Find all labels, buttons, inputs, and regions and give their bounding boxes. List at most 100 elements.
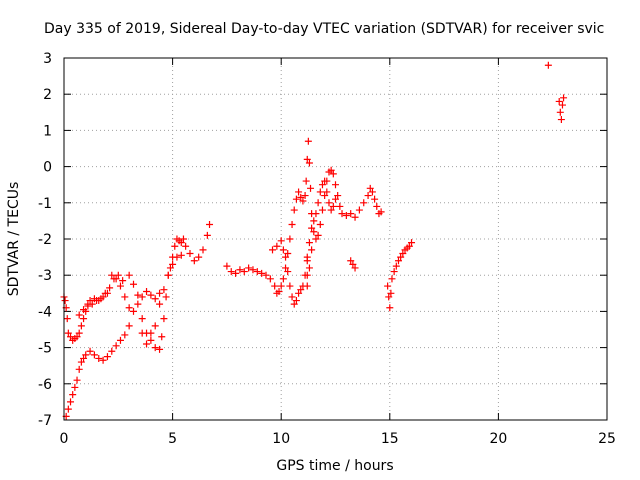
data-point: [303, 253, 311, 261]
data-point: [308, 224, 316, 232]
data-point: [190, 257, 198, 265]
data-point: [282, 253, 290, 261]
data-point: [297, 193, 305, 201]
data-point: [151, 322, 159, 330]
y-tick-label: -7: [38, 413, 52, 429]
data-point: [318, 206, 326, 214]
data-point: [392, 262, 400, 270]
data-point: [195, 253, 203, 261]
data-point: [277, 282, 285, 290]
data-point: [314, 199, 322, 207]
data-point: [95, 354, 103, 362]
data-point: [288, 221, 296, 229]
x-tick-label: 0: [60, 431, 69, 447]
data-point: [386, 304, 394, 312]
x-tick-label: 20: [489, 431, 507, 447]
data-point: [164, 271, 172, 279]
data-point: [387, 289, 395, 297]
data-point: [156, 345, 164, 353]
data-point: [67, 333, 75, 341]
data-point: [366, 184, 374, 192]
data-point: [327, 206, 335, 214]
data-point: [121, 331, 129, 339]
y-tick-label: -5: [38, 341, 52, 357]
data-point: [67, 398, 75, 406]
data-point: [110, 275, 118, 283]
data-point: [112, 342, 120, 350]
data-point: [310, 228, 318, 236]
data-point: [327, 166, 335, 174]
data-point: [84, 302, 92, 310]
data-point: [63, 315, 71, 323]
data-point: [75, 311, 83, 319]
data-point: [160, 315, 168, 323]
data-point: [88, 300, 96, 308]
data-point: [130, 280, 138, 288]
data-point: [86, 297, 94, 305]
data-point: [179, 235, 187, 243]
data-point: [77, 358, 85, 366]
data-point: [342, 211, 350, 219]
data-point: [329, 170, 337, 178]
data-point: [305, 239, 313, 247]
x-tick-label: 25: [598, 431, 616, 447]
data-point: [385, 293, 393, 301]
data-point: [147, 329, 155, 337]
data-point: [304, 137, 312, 145]
data-point: [64, 405, 72, 413]
data-point: [347, 257, 355, 265]
data-point: [388, 275, 396, 283]
data-point: [114, 271, 122, 279]
data-point: [394, 257, 402, 265]
y-tick-label: -4: [38, 304, 52, 320]
data-point: [310, 217, 318, 225]
data-point: [147, 336, 155, 344]
x-tick-label: 15: [381, 431, 399, 447]
data-point: [90, 351, 98, 359]
data-point: [97, 295, 105, 303]
data-point: [286, 235, 294, 243]
data-point: [288, 293, 296, 301]
data-point: [269, 246, 277, 254]
data-point: [101, 289, 109, 297]
data-point: [273, 242, 281, 250]
data-point: [199, 246, 207, 254]
data-point: [203, 231, 211, 239]
data-point: [295, 289, 303, 297]
data-point: [125, 322, 133, 330]
data-point: [271, 282, 279, 290]
data-point: [307, 184, 315, 192]
data-point: [75, 365, 83, 373]
data-point: [292, 195, 300, 203]
data-point: [371, 195, 379, 203]
data-point: [232, 269, 240, 277]
data-point: [266, 275, 274, 283]
data-point: [332, 195, 339, 203]
data-point: [108, 347, 116, 355]
data-point: [295, 188, 303, 196]
data-point: [143, 287, 151, 295]
data-point: [262, 271, 270, 279]
data-point: [318, 181, 326, 189]
data-point: [119, 277, 127, 285]
data-point: [364, 192, 372, 200]
data-point: [349, 260, 357, 268]
data-point: [125, 271, 133, 279]
data-point: [160, 286, 168, 294]
data-point: [290, 206, 298, 214]
data-point: [301, 192, 309, 200]
plot-frame: [63, 57, 608, 421]
data-point: [75, 329, 83, 337]
data-point: [245, 264, 253, 272]
data-point: [277, 237, 285, 245]
data-point: [173, 253, 181, 261]
data-point: [286, 282, 294, 290]
data-point: [384, 282, 392, 290]
data-point: [351, 264, 359, 272]
data-point: [312, 210, 320, 218]
data-point: [284, 249, 292, 257]
y-tick-label: -3: [38, 268, 52, 284]
data-point: [325, 199, 333, 207]
data-point: [303, 271, 311, 279]
